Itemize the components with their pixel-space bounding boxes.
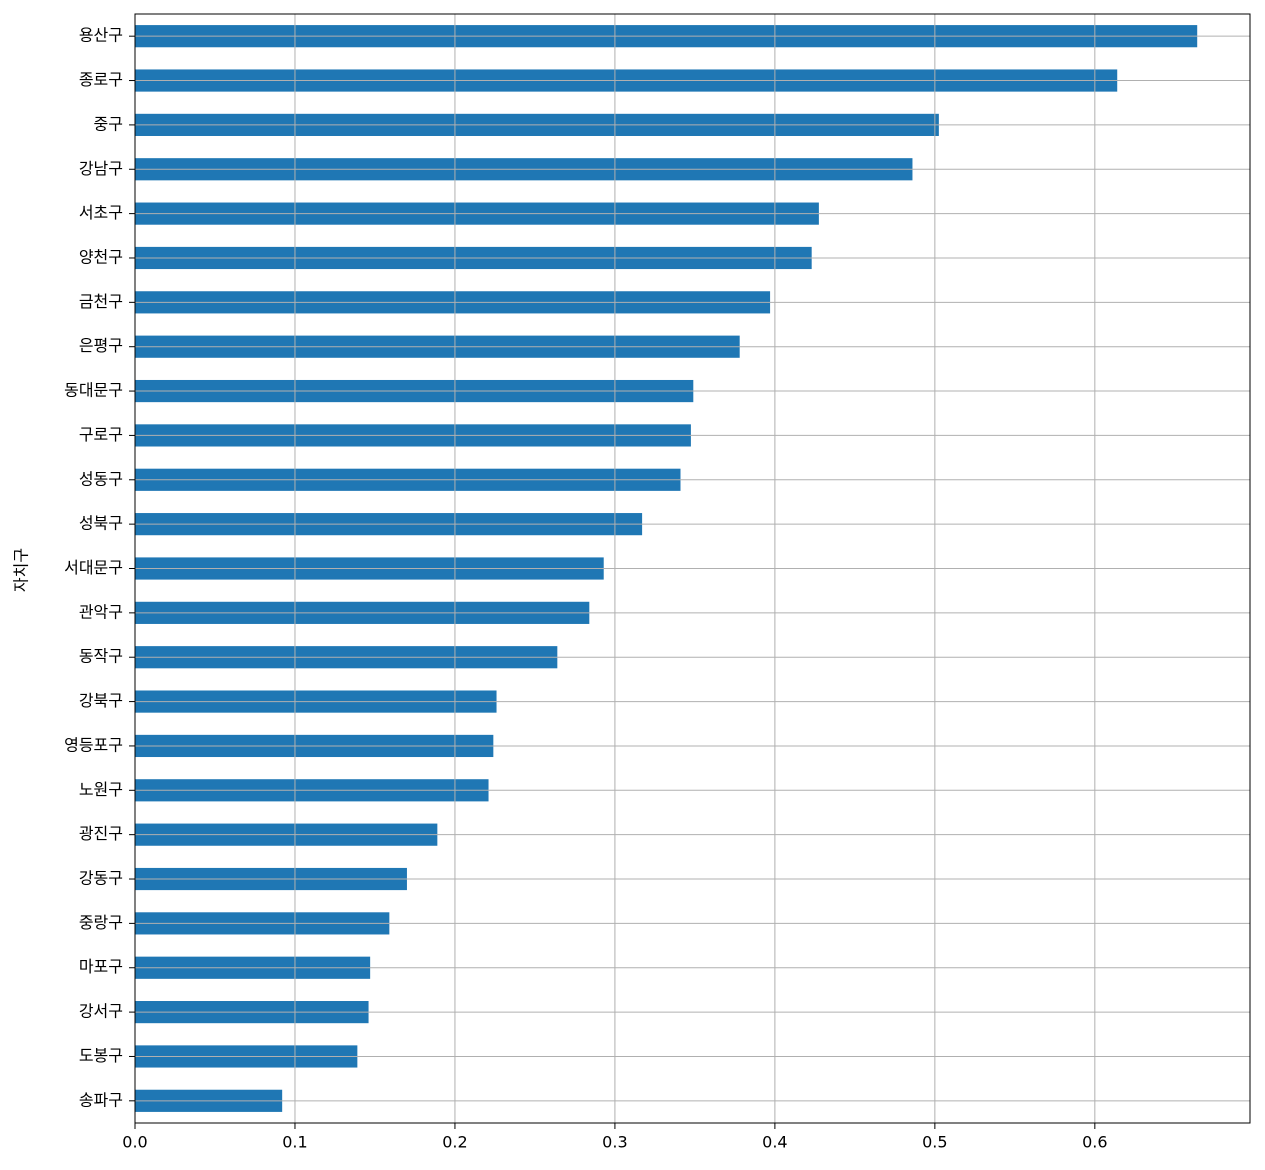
y-tick-label: 구로구 — [79, 425, 123, 444]
y-tick-label: 은평구 — [79, 336, 123, 355]
y-tick-label: 용산구 — [79, 26, 123, 45]
plot-frame — [134, 13, 1251, 1124]
y-axis-label: 자치구 — [12, 548, 31, 592]
x-tick-label: 0.3 — [602, 1133, 627, 1152]
y-tick-label: 강서구 — [79, 1002, 123, 1021]
y-tick-label: 마포구 — [79, 957, 123, 976]
x-tick-label: 0.5 — [922, 1133, 947, 1152]
y-tick-label: 금천구 — [79, 292, 123, 311]
x-tick-label: 0.4 — [762, 1133, 787, 1152]
y-tick-label: 중랑구 — [79, 913, 123, 932]
y-tick-label: 광진구 — [79, 824, 123, 843]
x-tick-label: 0.6 — [1082, 1133, 1107, 1152]
y-tick-label: 관악구 — [79, 602, 123, 621]
y-tick-label: 도봉구 — [79, 1046, 123, 1065]
y-tick-label: 동작구 — [79, 647, 123, 666]
y-tick-label: 강남구 — [79, 159, 123, 178]
y-tick-label: 영등포구 — [64, 735, 123, 754]
y-tick-label: 송파구 — [79, 1090, 123, 1109]
y-tick-label: 중구 — [94, 114, 123, 133]
x-tick-label: 0.2 — [442, 1133, 467, 1152]
y-tick-label: 성북구 — [79, 514, 123, 533]
x-tick-label: 0.1 — [282, 1133, 307, 1152]
y-tick-label: 성동구 — [79, 469, 123, 488]
y-tick-label: 강북구 — [79, 691, 123, 710]
y-tick-label: 양천구 — [79, 247, 123, 266]
y-tick-label: 동대문구 — [64, 381, 123, 400]
y-tick-label: 서대문구 — [64, 558, 123, 577]
y-tick-label: 종로구 — [79, 70, 123, 89]
x-tick-label: 0.0 — [122, 1133, 147, 1152]
y-tick-label: 노원구 — [79, 780, 123, 799]
y-tick-label: 강동구 — [79, 869, 123, 888]
y-tick-label: 서초구 — [79, 203, 123, 222]
